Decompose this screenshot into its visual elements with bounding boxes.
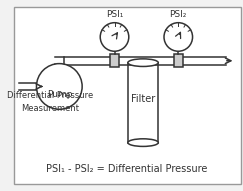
Text: Pump: Pump <box>48 90 73 99</box>
Bar <box>110 54 119 67</box>
Circle shape <box>100 23 129 51</box>
Circle shape <box>36 64 82 109</box>
Bar <box>174 54 183 67</box>
Text: PSI₂: PSI₂ <box>170 10 187 19</box>
FancyBboxPatch shape <box>14 6 241 185</box>
Ellipse shape <box>128 139 158 146</box>
Ellipse shape <box>128 59 158 66</box>
Text: Differential Pressure
Measurement: Differential Pressure Measurement <box>7 91 93 113</box>
Text: PSI₁ - PSI₂ = Differential Pressure: PSI₁ - PSI₂ = Differential Pressure <box>46 164 208 174</box>
Circle shape <box>164 23 192 51</box>
Text: PSI₁: PSI₁ <box>106 10 123 19</box>
Text: Filter: Filter <box>131 94 155 104</box>
